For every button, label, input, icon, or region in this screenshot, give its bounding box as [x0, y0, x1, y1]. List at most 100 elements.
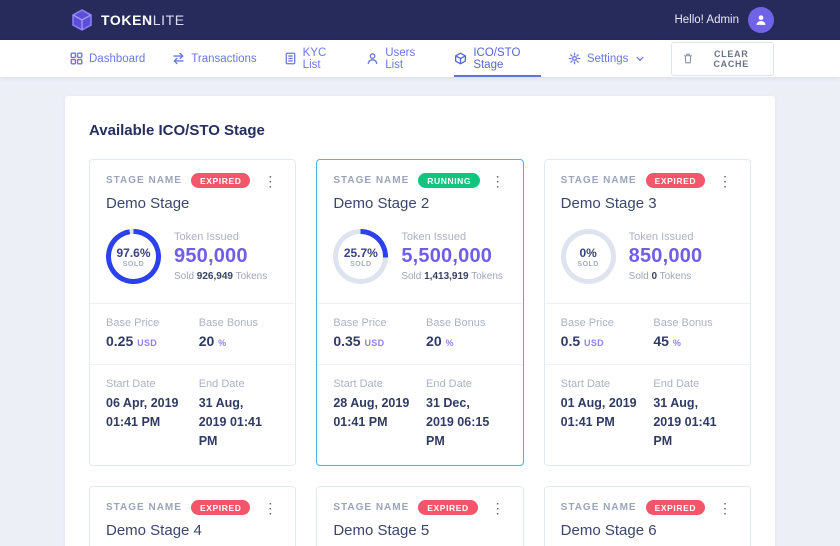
kebab-menu-icon[interactable]: ⋮ — [490, 172, 505, 189]
stage-name-label: STAGE NAME — [560, 502, 637, 514]
kebab-menu-icon[interactable]: ⋮ — [717, 172, 732, 189]
token-issued-label: Token Issued — [401, 231, 467, 243]
sold-tokens-line: Sold 1,413,919 Tokens — [401, 271, 503, 282]
sold-progress-ring: 25.7% SOLD — [333, 229, 389, 284]
stage-name-label: STAGE NAME — [560, 175, 637, 186]
stage-card: STAGE NAME RUNNING ⋮ Demo Stage 2 25.7% … — [316, 159, 524, 467]
base-price-unit: USD — [137, 338, 158, 348]
logo[interactable]: TOKENLITE — [70, 8, 185, 32]
content-area: Available ICO/STO Stage STAGE NAME EXPIR… — [0, 77, 840, 546]
sold-tokens-line: Sold 926,949 Tokens — [174, 271, 268, 282]
token-issued-label: Token Issued — [628, 231, 694, 243]
tab-users-list[interactable]: Users List — [366, 40, 427, 77]
grid-icon — [70, 52, 83, 65]
end-date-block: End Date 31 Aug, 2019 01:41 PM — [653, 378, 734, 450]
base-price-label: Base Price — [333, 317, 387, 329]
start-date-label: Start Date — [333, 378, 383, 390]
sold-label: SOLD — [122, 260, 145, 268]
sold-tokens-value: 1,413,919 — [424, 271, 469, 282]
base-bonus-block: Base Bonus 20 % — [426, 317, 507, 349]
end-date-block: End Date 31 Aug, 2019 01:41 PM — [199, 378, 280, 450]
nav-item-label: KYC List — [302, 46, 327, 71]
base-bonus-label: Base Bonus — [426, 317, 486, 329]
end-date-value: 31 Dec, 2019 06:15 PM — [426, 396, 490, 448]
nav-item-label: Dashboard — [89, 52, 146, 65]
sold-progress-ring: 0% SOLD — [560, 229, 616, 284]
tab-transactions[interactable]: Transactions — [172, 40, 257, 77]
stage-title: Demo Stage 6 — [560, 522, 657, 540]
status-badge: EXPIRED — [645, 500, 706, 516]
kebab-menu-icon[interactable]: ⋮ — [490, 499, 505, 516]
start-date-block: Start Date 06 Apr, 2019 01:41 PM — [106, 378, 199, 450]
stage-card: STAGE NAME EXPIRED ⋮ Demo Stage 5 0% SOL… — [316, 486, 524, 546]
base-price-label: Base Price — [106, 317, 160, 329]
nav-item-label: Users List — [385, 46, 416, 71]
base-bonus-value: 20 % — [198, 333, 227, 349]
end-date-value: 31 Aug, 2019 01:41 PM — [653, 396, 717, 448]
stage-card: STAGE NAME EXPIRED ⋮ Demo Stage 97.6% SO… — [89, 159, 297, 467]
end-date-label: End Date — [198, 378, 245, 390]
stage-card: STAGE NAME EXPIRED ⋮ Demo Stage 6 0% SOL… — [543, 486, 751, 546]
start-date-block: Start Date 01 Aug, 2019 01:41 PM — [561, 378, 654, 450]
tab-settings[interactable]: Settings — [568, 40, 645, 77]
kebab-menu-icon[interactable]: ⋮ — [717, 499, 732, 516]
base-price-label: Base Price — [560, 317, 614, 329]
tab-ico-sto-stage[interactable]: ICO/STO Stage — [454, 40, 541, 77]
kebab-menu-icon[interactable]: ⋮ — [263, 499, 278, 516]
start-date-label: Start Date — [106, 378, 156, 390]
base-price-value: 0.35 USD — [333, 333, 385, 349]
sold-percent: 0% — [579, 245, 597, 260]
base-price-unit: USD — [364, 338, 385, 348]
start-date-label: Start Date — [560, 378, 611, 390]
base-price-block: Base Price 0.25 USD — [106, 317, 199, 349]
kebab-menu-icon[interactable]: ⋮ — [263, 172, 278, 189]
status-badge: EXPIRED — [190, 500, 251, 516]
base-price-unit: USD — [584, 338, 604, 348]
sold-progress-ring: 97.6% SOLD — [106, 229, 161, 284]
stage-title: Demo Stage 2 — [333, 195, 430, 212]
start-date-value: 01 Aug, 2019 01:41 PM — [560, 396, 637, 429]
token-issued-value: 850,000 — [628, 245, 703, 267]
cards-grid: STAGE NAME EXPIRED ⋮ Demo Stage 97.6% SO… — [89, 159, 751, 546]
transfer-icon — [172, 52, 185, 65]
end-date-value: 31 Aug, 2019 01:41 PM — [198, 396, 262, 448]
end-date-block: End Date 31 Dec, 2019 06:15 PM — [426, 378, 507, 450]
base-bonus-unit: % — [218, 338, 227, 348]
sold-tokens-value: 0 — [651, 271, 658, 282]
base-price-value: 0.25 USD — [106, 333, 158, 349]
stage-name-label: STAGE NAME — [106, 175, 182, 186]
base-bonus-unit: % — [445, 338, 454, 348]
token-issued-label: Token Issued — [174, 231, 239, 243]
tab-kyc-list[interactable]: KYC List — [284, 40, 340, 77]
status-badge: EXPIRED — [645, 173, 706, 188]
chevron-down-icon — [636, 56, 644, 62]
sold-label: SOLD — [577, 260, 599, 268]
sold-label: SOLD — [350, 260, 372, 268]
clear-cache-button[interactable]: CLEAR CACHE — [671, 41, 774, 76]
main-nav: Dashboard Transactions KYC List Users Li… — [0, 40, 840, 77]
token-issued-value: 950,000 — [174, 245, 248, 267]
stage-name-label: STAGE NAME — [333, 502, 410, 514]
sold-tokens-value: 926,949 — [196, 271, 233, 282]
trash-icon — [683, 53, 693, 64]
document-icon — [284, 52, 297, 65]
base-bonus-unit: % — [672, 338, 682, 348]
stage-title: Demo Stage 3 — [560, 195, 657, 212]
base-price-value: 0.5 USD — [560, 333, 604, 349]
page-title: Available ICO/STO Stage — [89, 122, 265, 139]
stage-card: STAGE NAME EXPIRED ⋮ Demo Stage 3 0% SOL… — [543, 159, 751, 467]
stage-card: STAGE NAME EXPIRED ⋮ Demo Stage 4 0% SOL… — [89, 486, 297, 546]
sold-tokens-line: Sold 0 Tokens — [628, 271, 692, 282]
base-bonus-block: Base Bonus 45 % — [653, 317, 734, 349]
base-bonus-label: Base Bonus — [653, 317, 713, 329]
stage-title: Demo Stage 4 — [106, 522, 202, 540]
base-bonus-block: Base Bonus 20 % — [199, 317, 280, 349]
avatar[interactable] — [748, 7, 774, 33]
status-badge: EXPIRED — [190, 173, 251, 188]
greeting-text: Hello! Admin — [674, 14, 739, 26]
end-date-label: End Date — [653, 378, 700, 390]
logo-text: TOKENLITE — [101, 12, 185, 28]
user-icon — [366, 52, 379, 65]
gear-icon — [568, 52, 581, 65]
tab-dashboard[interactable]: Dashboard — [70, 40, 145, 77]
